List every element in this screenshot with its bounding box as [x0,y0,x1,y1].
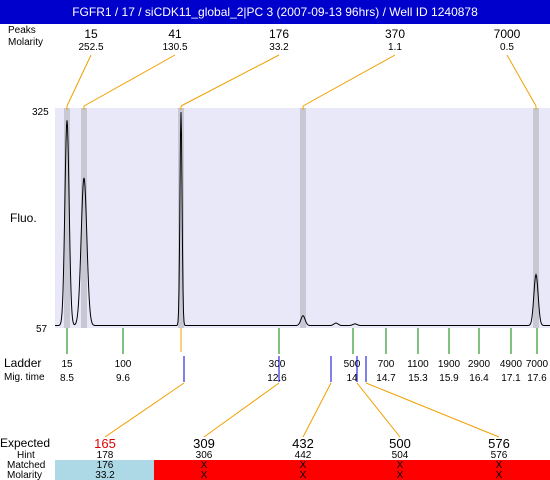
ladder-size-label: 1900 [438,359,461,370]
peak-connector [83,54,176,107]
hint-value: 306 [196,450,213,461]
matched-value: 176 [97,460,114,471]
fluo-label: Fluo. [10,211,37,225]
y-min-label: 57 [36,324,48,335]
expected-size: 500 [389,436,411,451]
expected-connector [302,382,332,438]
peak-band [81,108,87,328]
expected-connector [104,382,185,438]
expected-size: 432 [292,436,314,451]
ladder-size-label: 4900 [500,359,523,370]
molarity-value: X [201,470,208,480]
peak-size-label: 370 [385,27,405,41]
ladder-time-label: 16.4 [469,373,489,384]
ladder-size-label: 15 [61,359,73,370]
ladder-time-label: 15.9 [439,373,459,384]
peaks-label: Peaks [8,25,36,36]
peak-size-label: 41 [168,27,182,41]
peak-band [64,108,70,328]
matched-value: X [201,460,208,471]
peak-connector [302,54,396,107]
molarity-bottom-label: Molarity [7,470,42,480]
ladder-label: Ladder [4,356,41,370]
matched-label: Matched [7,460,45,471]
expected-label: Expected [0,436,50,450]
peak-band [178,108,184,328]
ladder-size-label: 500 [344,359,361,370]
hint-value: 178 [97,450,114,461]
matched-bar [55,460,154,480]
window-title: FGFR1 / 17 / siCDK11_global_2|PC 3 (2007… [0,0,550,24]
expected-size: 576 [488,436,510,451]
ladder-time-label: 14.7 [376,373,396,384]
matched-value: X [397,460,404,471]
peak-size-label: 176 [269,27,289,41]
peak-molarity-label: 33.2 [269,42,289,53]
ladder-time-label: 8.5 [60,373,74,384]
molarity-value: 33.2 [95,470,115,480]
hint-label: Hint [17,450,35,461]
ladder-time-label: 12.6 [267,373,287,384]
expected-size: 165 [94,436,116,451]
molarity-value: X [496,470,503,480]
peak-connector [506,54,537,107]
peak-size-label: 7000 [494,27,521,41]
molarity-value: X [300,470,307,480]
trace-line [55,112,550,326]
ladder-size-label: 700 [378,359,395,370]
ladder-time-label: 9.6 [116,373,130,384]
expected-size: 309 [193,436,215,451]
peak-molarity-label: 0.5 [500,42,514,53]
dynamic-layer: 15252.541130.517633.23701.170000.5158.51… [55,27,550,480]
molarity-value: X [397,470,404,480]
peak-molarity-label: 252.5 [78,42,103,53]
ladder-time-label: 14 [346,373,358,384]
ladder-time-label: 17.6 [527,373,547,384]
expected-connector [356,382,401,438]
ladder-time-label: 17.1 [501,373,521,384]
ladder-time-label: 15.3 [408,373,428,384]
peak-molarity-label: 1.1 [388,42,402,53]
ladder-size-label: 7000 [526,359,549,370]
peak-size-label: 15 [84,27,98,41]
y-max-label: 325 [32,107,49,118]
hint-value: 576 [491,450,508,461]
peak-band [533,108,539,328]
ladder-size-label: 1100 [407,359,429,370]
peak-connector [180,54,280,107]
ladder-size-label: 300 [269,359,286,370]
peak-band [300,108,306,328]
expected-connector [365,382,500,438]
hint-value: 442 [295,450,312,461]
ladder-size-label: 100 [115,359,132,370]
matched-value: X [496,460,503,471]
nomatch-bar [154,460,550,480]
mig-time-label: Mig. time [4,372,45,383]
matched-value: X [300,460,307,471]
expected-connector [203,382,280,438]
peak-connector [66,54,92,107]
peak-molarity-label: 130.5 [162,42,187,53]
molarity-label: Molarity [8,37,43,48]
hint-value: 504 [392,450,409,461]
ladder-size-label: 2900 [468,359,491,370]
